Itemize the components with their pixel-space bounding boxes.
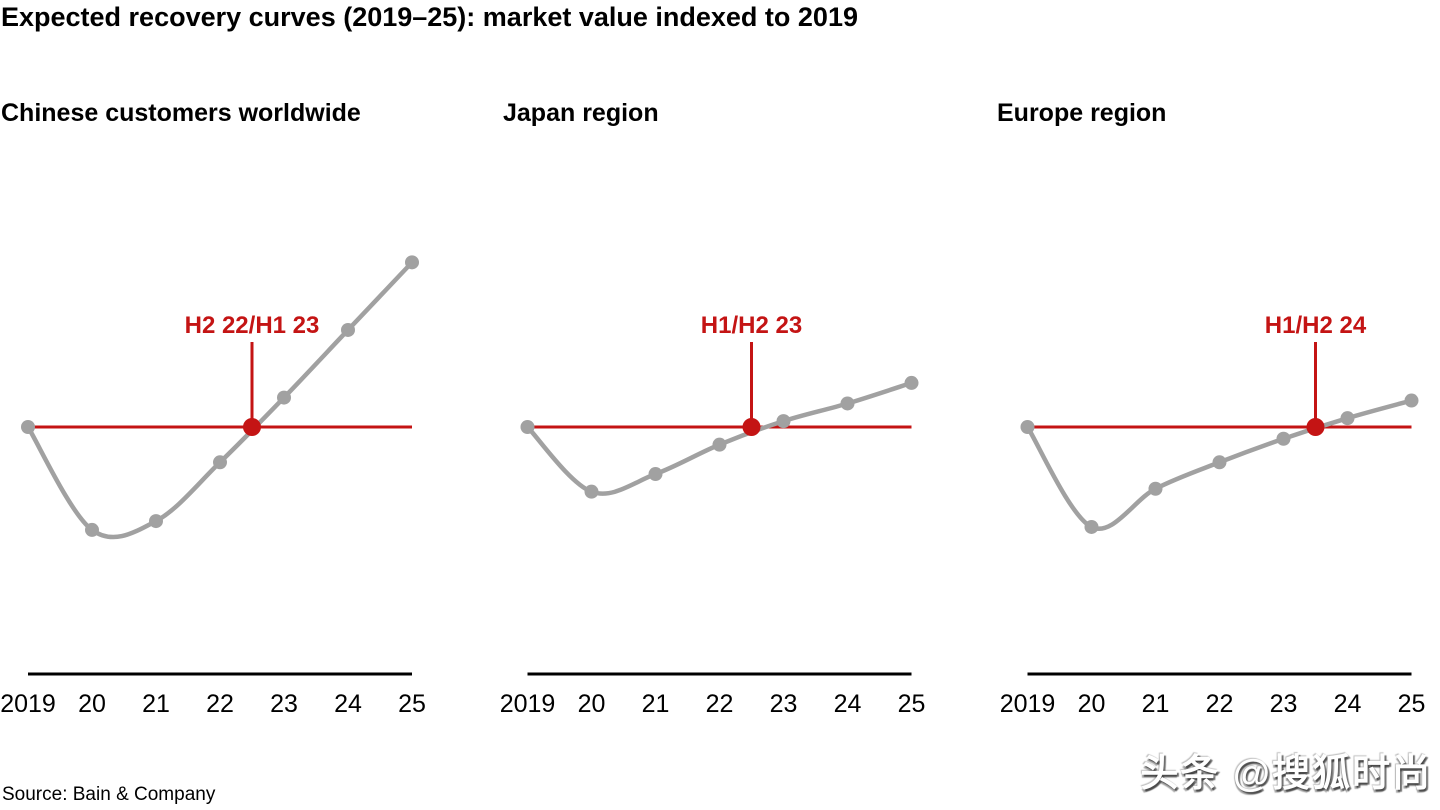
x-tick-label-21: 21 (1142, 690, 1170, 718)
x-tick-label-21: 21 (642, 690, 670, 718)
x-tick-label-23: 23 (770, 690, 798, 718)
x-tick-label-24: 24 (1334, 690, 1362, 718)
x-tick-label-24: 24 (334, 690, 362, 718)
data-point-23 (1276, 431, 1291, 446)
recovery-point (742, 418, 761, 436)
recovery-label: H2 22/H1 23 (185, 312, 320, 339)
x-tick-label-25: 25 (398, 690, 426, 718)
x-tick-label-22: 22 (706, 690, 734, 718)
recovery-point (1306, 418, 1325, 436)
data-point-25 (1404, 393, 1419, 408)
chart-panel-1: H1/H2 23 2019 20 21 22 23 24 25 (500, 312, 926, 718)
x-tick-label-25: 25 (1398, 690, 1426, 718)
data-point-21 (149, 514, 163, 529)
data-point-23 (776, 414, 791, 429)
recovery-point (243, 418, 261, 436)
x-tick-label-23: 23 (270, 690, 298, 718)
x-tick-label-2019: 2019 (1000, 690, 1056, 718)
data-point-20 (1084, 519, 1099, 534)
figure-title: Expected recovery curves (2019–25): mark… (1, 2, 858, 32)
recovery-curve (25, 260, 415, 540)
x-tick-label-23: 23 (1270, 690, 1298, 718)
data-point-20 (584, 484, 599, 499)
chart-panel-0: H2 22/H1 23 2019 20 21 22 23 24 25 (0, 255, 426, 718)
x-tick-label-22: 22 (1206, 690, 1234, 718)
watermark-sohu-fashion: 头条 @搜狐时尚 (1140, 753, 1432, 795)
x-tick-label-22: 22 (206, 690, 234, 718)
panel-title-europe-region: Europe region (997, 99, 1167, 127)
recovery-label: H1/H2 24 (1265, 312, 1367, 339)
x-tick-label-21: 21 (142, 690, 170, 718)
data-point-25 (405, 255, 419, 270)
recovery-label: H1/H2 23 (701, 312, 802, 339)
panel-title-chinese-customers: Chinese customers worldwide (1, 99, 361, 127)
data-point-21 (1148, 481, 1163, 496)
x-tick-label-24: 24 (834, 690, 862, 718)
data-point-2019 (1020, 420, 1035, 434)
chart-panel-2: H1/H2 24 2019 20 21 22 23 24 25 (1000, 312, 1426, 718)
data-point-2019 (520, 420, 535, 434)
data-point-23 (277, 390, 291, 405)
data-point-22 (1212, 455, 1227, 470)
data-point-22 (213, 455, 227, 470)
x-tick-label-2019: 2019 (0, 690, 56, 718)
data-point-22 (712, 437, 727, 452)
x-tick-label-2019: 2019 (500, 690, 556, 718)
data-point-25 (904, 375, 919, 390)
x-tick-label-20: 20 (1078, 690, 1106, 718)
data-point-2019 (21, 420, 35, 434)
data-point-24 (1340, 411, 1355, 426)
panel-title-japan-region: Japan region (503, 99, 659, 127)
data-point-24 (840, 396, 855, 411)
source-note: Source: Bain & Company (2, 784, 216, 805)
x-tick-label-20: 20 (78, 690, 106, 718)
data-point-24 (341, 322, 355, 337)
data-point-21 (648, 467, 663, 482)
data-point-20 (85, 522, 99, 537)
x-tick-label-25: 25 (898, 690, 926, 718)
x-tick-label-20: 20 (578, 690, 606, 718)
